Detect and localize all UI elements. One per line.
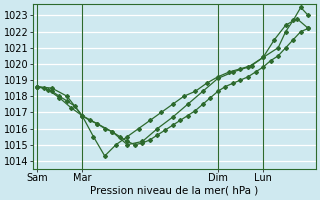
X-axis label: Pression niveau de la mer( hPa ): Pression niveau de la mer( hPa ) [90, 186, 259, 196]
